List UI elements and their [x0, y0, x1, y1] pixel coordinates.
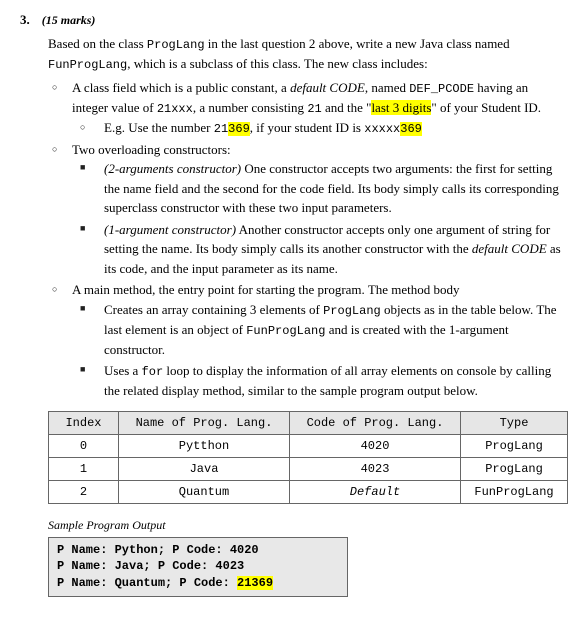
bullet-class-field: A class field which is a public constant… — [48, 78, 566, 138]
output-line-3b: 21369 — [237, 576, 273, 590]
b3-text: A main method, the entry point for start… — [72, 282, 460, 297]
intro-text-3: , which is a subclass of this class. The… — [127, 56, 428, 71]
b1-text-c: , named — [365, 80, 409, 95]
sample-output-label: Sample Program Output — [48, 516, 566, 534]
eg-text-1: E.g. Use the number — [104, 120, 214, 135]
output-line-3: P Name: Quantum; P Code: 21369 — [57, 575, 339, 592]
b3s1-a: Creates an array containing 3 elements o… — [104, 302, 323, 317]
cell-name: Java — [119, 457, 290, 480]
b2s2-default-code: default CODE — [472, 241, 547, 256]
output-line-2: P Name: Java; P Code: 4023 — [57, 558, 339, 575]
table-row: 1 Java 4023 ProgLang — [49, 457, 568, 480]
b1-text-i: and the " — [322, 100, 372, 115]
table-row: 0 Pytthon 4020 ProgLang — [49, 434, 568, 457]
cell-type: FunProgLang — [461, 480, 568, 503]
b3s2-for: for — [142, 365, 164, 379]
intro-text-2: in the last question 2 above, write a ne… — [205, 36, 510, 51]
eg-369b: 369 — [400, 122, 422, 136]
output-line-3a: P Name: Quantum; P Code: — [57, 576, 237, 590]
th-code: Code of Prog. Lang. — [290, 411, 461, 434]
b2s1-label: (2-arguments constructor) — [104, 161, 241, 176]
cell-name: Quantum — [119, 480, 290, 503]
eg-369a: 369 — [228, 122, 250, 136]
eg-text-3: , if your student ID is — [250, 120, 364, 135]
intro-paragraph: Based on the class ProgLang in the last … — [48, 34, 566, 74]
th-type: Type — [461, 411, 568, 434]
b3s2-a: Uses a — [104, 363, 142, 378]
bullet-constructors: Two overloading constructors: (2-argumen… — [48, 140, 566, 279]
sub-list-eg: E.g. Use the number 21369, if your stude… — [72, 118, 566, 138]
sample-output-box: P Name: Python; P Code: 4020 P Name: Jav… — [48, 537, 348, 597]
bullet-main-method: A main method, the entry point for start… — [48, 280, 566, 401]
b2-text: Two overloading constructors: — [72, 142, 231, 157]
b1-default-code: default CODE — [290, 80, 365, 95]
cell-code: 4023 — [290, 457, 461, 480]
cell-type: ProgLang — [461, 457, 568, 480]
sub-list-main: Creates an array containing 3 elements o… — [72, 300, 566, 401]
cell-code: Default — [290, 480, 461, 503]
b1-text-g: , a number consisting — [193, 100, 307, 115]
b2s2-label: (1-argument constructor) — [104, 222, 236, 237]
cell-type: ProgLang — [461, 434, 568, 457]
question-header: 3. (15 marks) — [20, 10, 566, 30]
main-list: A class field which is a public constant… — [48, 78, 566, 401]
b1-text-a: A class field which is a public constant… — [72, 80, 290, 95]
code-funproglang: FunProgLang — [48, 58, 127, 72]
output-line-1: P Name: Python; P Code: 4020 — [57, 542, 339, 559]
bullet-eg: E.g. Use the number 21369, if your stude… — [72, 118, 566, 138]
table-row: 2 Quantum Default FunProgLang — [49, 480, 568, 503]
table-header-row: Index Name of Prog. Lang. Code of Prog. … — [49, 411, 568, 434]
bullet-creates-array: Creates an array containing 3 elements o… — [72, 300, 566, 360]
cell-code: 4020 — [290, 434, 461, 457]
code-proglang: ProgLang — [147, 38, 205, 52]
b1-defpcode: DEF_PCODE — [409, 82, 474, 96]
sub-list-constructors: (2-arguments constructor) One constructo… — [72, 159, 566, 278]
b1-21: 21 — [307, 102, 321, 116]
eg-xxxxx: xxxxx — [364, 122, 400, 136]
question-marks: (15 marks) — [42, 11, 96, 29]
cell-idx: 2 — [49, 480, 119, 503]
bullet-for-loop: Uses a for loop to display the informati… — [72, 361, 566, 401]
cell-idx: 0 — [49, 434, 119, 457]
bullet-2arg: (2-arguments constructor) One constructo… — [72, 159, 566, 218]
th-index: Index — [49, 411, 119, 434]
b3s1-proglang: ProgLang — [323, 304, 381, 318]
b1-last3digits: last 3 digits — [371, 100, 431, 115]
b3s1-funproglang: FunProgLang — [246, 324, 325, 338]
bullet-1arg: (1-argument constructor) Another constru… — [72, 220, 566, 279]
data-table: Index Name of Prog. Lang. Code of Prog. … — [48, 411, 568, 504]
th-name: Name of Prog. Lang. — [119, 411, 290, 434]
cell-name: Pytthon — [119, 434, 290, 457]
b3s2-c: loop to display the information of all a… — [104, 363, 551, 398]
eg-21: 21 — [214, 122, 228, 136]
b1-text-k: " of your Student ID. — [431, 100, 541, 115]
b1-21xxx: 21xxx — [157, 102, 193, 116]
intro-text-1: Based on the class — [48, 36, 147, 51]
question-number: 3. — [20, 10, 30, 30]
cell-idx: 1 — [49, 457, 119, 480]
